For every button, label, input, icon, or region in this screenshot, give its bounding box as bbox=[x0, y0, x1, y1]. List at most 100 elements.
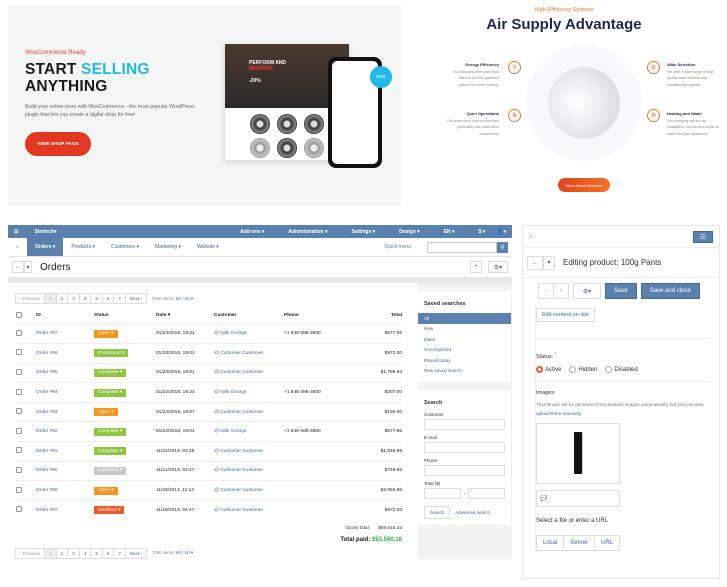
row-checkbox[interactable] bbox=[16, 486, 22, 493]
items-per-page-dropdown[interactable]: 64 / 10 ▾ bbox=[175, 295, 194, 301]
next-page-button[interactable]: Next › bbox=[124, 547, 147, 559]
previous-product-button[interactable]: ‹ bbox=[538, 283, 554, 299]
nav-orders[interactable]: Orders ▾ bbox=[27, 238, 64, 256]
customer-link[interactable]: @ Nills George bbox=[214, 323, 284, 344]
status-hidden-radio[interactable]: Hidden bbox=[569, 365, 597, 373]
order-id-link[interactable]: Order #87 bbox=[36, 499, 94, 520]
row-checkbox[interactable] bbox=[16, 368, 22, 375]
customer-link[interactable]: @ Nills George bbox=[214, 382, 284, 403]
order-id-link[interactable]: Order #90 bbox=[36, 460, 94, 481]
status-disabled-radio[interactable]: Disabled bbox=[605, 365, 638, 373]
menu-settings[interactable]: Settings ▾ bbox=[351, 228, 376, 235]
total-min-input[interactable] bbox=[424, 488, 461, 499]
gear-icon[interactable]: ⚙▾ bbox=[488, 261, 508, 273]
order-id-link[interactable]: Order #92 bbox=[36, 421, 94, 442]
menu-icon[interactable]: ☰ bbox=[14, 228, 19, 235]
column-total[interactable]: Total bbox=[390, 313, 402, 319]
next-product-button[interactable]: › bbox=[553, 283, 569, 299]
customer-link[interactable]: @ Customer Customer bbox=[214, 499, 284, 520]
save-and-close-button[interactable]: Save and close bbox=[640, 283, 700, 299]
currency-selector[interactable]: $ ▾ bbox=[478, 228, 486, 235]
search-button[interactable]: Search bbox=[424, 506, 451, 519]
gear-icon[interactable]: ⚙▾ bbox=[573, 283, 601, 299]
edit-onsite-button[interactable]: Edit content on-site bbox=[536, 308, 596, 322]
table-row[interactable]: Order #91 Complete ▾ 11/22/2013, 03:25 @… bbox=[16, 441, 402, 462]
column-customer[interactable]: Customer bbox=[214, 313, 237, 319]
saved-search-item[interactable]: Open bbox=[424, 336, 436, 342]
nav-customers[interactable]: Customers ▾ bbox=[110, 244, 140, 250]
table-row[interactable]: Order #89 Open ▾ 11/20/2013, 11:14 @ Cus… bbox=[16, 480, 402, 501]
customer-link[interactable]: @ Customer Customer bbox=[214, 362, 284, 383]
phone-input[interactable] bbox=[424, 465, 505, 476]
add-order-button[interactable]: + bbox=[470, 261, 482, 273]
customer-link[interactable]: @ Customer Customer bbox=[214, 343, 284, 364]
customer-link[interactable]: @ Customer Customer bbox=[214, 401, 284, 422]
status-badge[interactable]: Open ▾ bbox=[94, 486, 118, 495]
status-active-radio[interactable]: Active bbox=[536, 365, 561, 373]
product-image[interactable] bbox=[536, 422, 620, 484]
source-url-button[interactable]: URL bbox=[594, 534, 621, 551]
source-server-button[interactable]: Server bbox=[563, 534, 596, 551]
order-id-link[interactable]: Order #96 bbox=[36, 343, 94, 364]
customer-link[interactable]: @ Customer Customer bbox=[214, 460, 284, 481]
status-badge[interactable]: Complete ▾ bbox=[94, 388, 127, 397]
menu-administration[interactable]: Administration ▾ bbox=[288, 228, 328, 235]
alt-text-input[interactable]: 💬 bbox=[536, 489, 620, 507]
customer-link[interactable]: @ Customer Customer bbox=[214, 480, 284, 501]
table-row[interactable]: Order #95 Complete ▾ 01/23/2018, 19:01 @… bbox=[16, 362, 402, 383]
customer-link[interactable]: @ Nills George bbox=[214, 421, 284, 442]
table-row[interactable]: Order #96 Processed ▾ 01/23/2018, 19:01 … bbox=[16, 343, 402, 364]
row-checkbox[interactable] bbox=[16, 506, 22, 513]
column-date[interactable]: Date ▾ bbox=[156, 313, 171, 319]
order-id-link[interactable]: Order #93 bbox=[36, 401, 94, 422]
upload-manually-link[interactable]: upload them manually. bbox=[536, 410, 582, 416]
table-row[interactable]: Order #92 Complete ▾ 01/22/2018, 19:01 @… bbox=[16, 421, 402, 442]
status-badge[interactable]: Open ▾ bbox=[94, 329, 118, 338]
order-id-link[interactable]: Order #95 bbox=[36, 362, 94, 383]
menu-design[interactable]: Design ▾ bbox=[399, 228, 420, 235]
menu-addons[interactable]: Add-ons ▾ bbox=[240, 228, 265, 235]
row-checkbox[interactable] bbox=[16, 388, 22, 395]
saved-search-item[interactable]: Placed today bbox=[424, 357, 451, 363]
user-menu[interactable]: 👤▾ bbox=[497, 228, 506, 235]
email-input[interactable] bbox=[424, 442, 505, 453]
status-badge[interactable]: Canceled ▾ bbox=[94, 466, 127, 475]
select-all-checkbox[interactable] bbox=[16, 311, 22, 318]
column-status[interactable]: Status bbox=[94, 313, 109, 319]
home-icon[interactable]: ⌂ bbox=[16, 244, 20, 250]
row-checkbox[interactable] bbox=[16, 349, 22, 356]
status-badge[interactable]: Complete ▾ bbox=[94, 447, 127, 456]
column-id[interactable]: ID bbox=[36, 313, 41, 319]
menu-toggle-button[interactable]: ☰ bbox=[693, 230, 713, 243]
status-badge[interactable]: Complete ▾ bbox=[94, 368, 127, 377]
table-row[interactable]: Order #87 Declined ▾ 11/19/2013, 04:47 @… bbox=[16, 499, 402, 520]
table-row[interactable]: Order #93 Open ▾ 01/22/2018, 19:07 @ Cus… bbox=[16, 401, 402, 422]
search-icon[interactable]: ⚲ bbox=[497, 241, 508, 253]
quick-menu-link[interactable]: Quick menu bbox=[384, 244, 411, 250]
table-row[interactable]: Order #94 Complete ▾ 01/22/2018, 19:24 @… bbox=[16, 382, 402, 403]
source-local-button[interactable]: Local bbox=[536, 534, 565, 551]
row-checkbox[interactable] bbox=[16, 408, 22, 415]
history-dropdown[interactable]: ▾ bbox=[543, 255, 555, 270]
quick-search-input[interactable] bbox=[427, 241, 497, 253]
row-checkbox[interactable] bbox=[16, 427, 22, 434]
previous-page-button[interactable]: ‹ Previous bbox=[15, 293, 46, 304]
order-id-link[interactable]: Order #89 bbox=[36, 480, 94, 501]
table-row[interactable]: Order #97 Open ▾ 01/23/2018, 19:01 @ Nil… bbox=[16, 323, 402, 344]
more-services-button[interactable]: More About Services bbox=[558, 178, 610, 192]
save-button[interactable]: Save bbox=[605, 283, 637, 299]
saved-search-item[interactable]: New saved search bbox=[424, 368, 462, 373]
order-id-link[interactable]: Order #94 bbox=[36, 382, 94, 403]
order-id-link[interactable]: Order #97 bbox=[36, 323, 94, 344]
status-badge[interactable]: Processed ▾ bbox=[94, 349, 129, 358]
history-dropdown[interactable]: ▾ bbox=[24, 261, 32, 273]
status-badge[interactable]: Declined ▾ bbox=[94, 506, 125, 515]
table-row[interactable]: Order #90 Canceled ▾ 11/21/2013, 02:47 @… bbox=[16, 460, 402, 481]
items-per-page-dropdown[interactable]: 64 / 10 ▾ bbox=[175, 550, 194, 556]
saved-search-item[interactable]: All bbox=[418, 313, 511, 324]
saved-search-item[interactable]: New bbox=[424, 326, 434, 331]
nav-website[interactable]: Website ▾ bbox=[196, 244, 219, 250]
back-button[interactable]: ← bbox=[12, 261, 24, 273]
customer-link[interactable]: @ Customer Customer bbox=[214, 441, 284, 462]
status-badge[interactable]: Complete ▾ bbox=[94, 427, 127, 436]
